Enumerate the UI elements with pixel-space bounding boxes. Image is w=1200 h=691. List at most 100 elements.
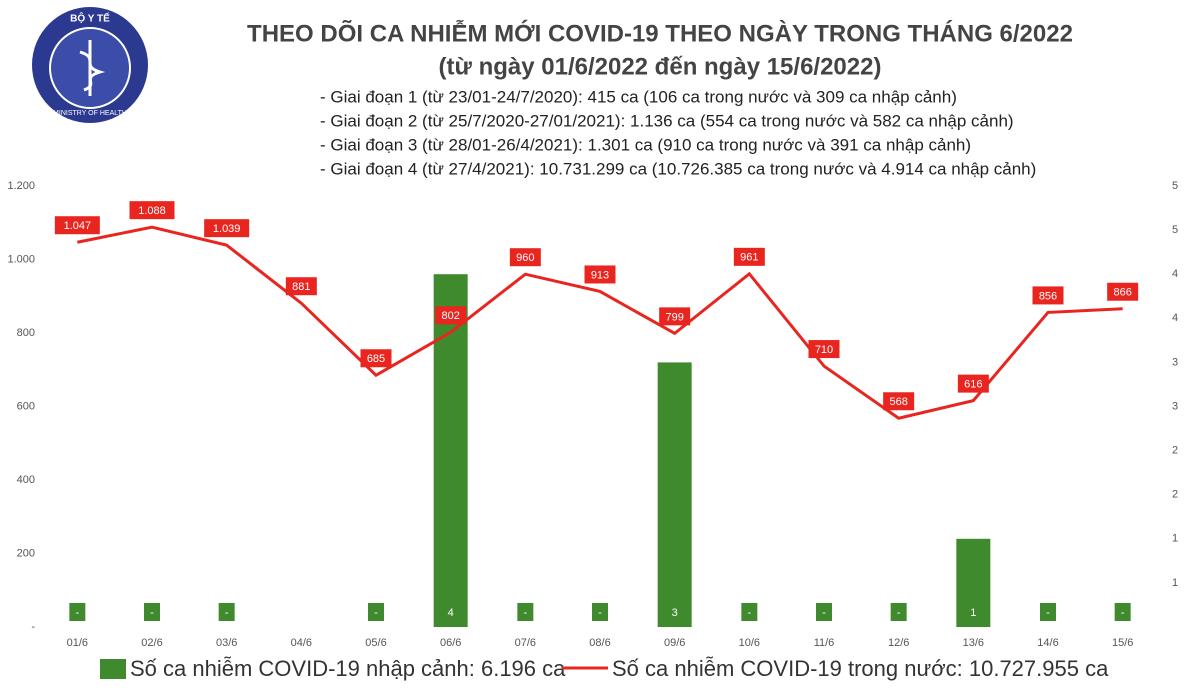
tick-label: 3 — [1172, 400, 1178, 412]
x-tick-label: 11/6 — [814, 637, 835, 649]
tick-label: - — [31, 621, 35, 633]
logo-symbol — [79, 40, 106, 96]
logo-top: BỘ Y TẾ — [70, 12, 110, 25]
bar-label: - — [150, 607, 154, 619]
bar-label: - — [75, 607, 79, 619]
line-label-box — [957, 374, 989, 393]
tick-label: 4 — [1172, 312, 1178, 324]
line-label: 881 — [292, 281, 310, 293]
legend-label: Số ca nhiễm COVID-19 nhập cảnh: 6.196 ca — [130, 656, 566, 681]
x-tick-label: 13/6 — [963, 637, 984, 649]
x-tick-label: 10/6 — [739, 637, 760, 649]
chart-title: THEO DÕI CA NHIỄM MỚI COVID-19 THEO NGÀY… — [247, 18, 1073, 47]
line-label: 799 — [665, 311, 683, 323]
x-tick-label: 01/6 — [67, 637, 88, 649]
line-label: 866 — [1113, 287, 1131, 299]
note: - Giai đoạn 4 (từ 27/4/2021): 10.731.299… — [320, 159, 1036, 178]
bar-label-box — [592, 603, 608, 621]
line-label-box — [509, 248, 541, 267]
x-tick-label: 05/6 — [365, 637, 386, 649]
line-label: 960 — [516, 252, 534, 264]
line-label: 802 — [441, 310, 459, 322]
bar-label: - — [822, 607, 826, 619]
logo: BỘ Y TẾ MINISTRY OF HEALTH — [32, 7, 148, 123]
line-label-box — [360, 349, 392, 368]
bar-label: - — [897, 607, 901, 619]
tick-label: 400 — [17, 474, 35, 486]
line-label-box — [204, 219, 250, 238]
bar-label: 1 — [970, 607, 976, 619]
x-tick-label: 02/6 — [141, 637, 162, 649]
x-tick-label: 12/6 — [888, 637, 909, 649]
line-label-box — [285, 277, 317, 296]
bar-label-box — [368, 603, 384, 621]
bar-label: - — [598, 607, 602, 619]
bar-label: - — [747, 607, 751, 619]
legend-swatch — [100, 659, 126, 679]
tick-label: 600 — [17, 400, 35, 412]
x-tick-label: 09/6 — [664, 637, 685, 649]
tick-label: 3 — [1172, 356, 1178, 368]
line-label-box — [129, 201, 175, 220]
line — [77, 225, 1123, 420]
line-label: 1.039 — [213, 223, 241, 235]
note: - Giai đoạn 2 (từ 25/7/2020-27/01/2021):… — [320, 111, 1014, 130]
tick-label: 1 — [1172, 533, 1178, 545]
bar-label: - — [1121, 607, 1125, 619]
bar-label-box — [517, 603, 534, 621]
bar-label-box — [442, 603, 459, 621]
line-label: 961 — [740, 252, 758, 264]
line-label: 568 — [889, 396, 907, 408]
x-tick-label: 03/6 — [216, 637, 237, 649]
bar-label: - — [225, 607, 229, 619]
chart-subtitle: (từ ngày 01/6/2022 đến ngày 15/6/2022) — [439, 53, 882, 80]
bar-label-box — [816, 603, 832, 621]
x-tick-label: 06/6 — [440, 637, 461, 649]
bar-label: 4 — [448, 607, 454, 619]
bar-label-box — [69, 603, 86, 621]
tick-label: 200 — [17, 547, 35, 559]
line-label-box — [808, 340, 840, 359]
bar-label-box — [1040, 603, 1056, 621]
line-label: 856 — [1039, 290, 1057, 302]
bar-label: - — [374, 607, 378, 619]
line-label: 616 — [964, 379, 982, 391]
line-label-box — [659, 307, 691, 326]
tick-label: 5 — [1172, 224, 1178, 236]
tick-label: 4 — [1172, 268, 1178, 280]
tick-label: 2 — [1172, 489, 1178, 501]
line-label-box — [1032, 286, 1064, 305]
tick-label: 1 — [1172, 577, 1178, 589]
bar-label: - — [1046, 607, 1050, 619]
bar — [657, 362, 692, 627]
bar-label-box — [666, 603, 683, 621]
tick-label: 800 — [17, 327, 35, 339]
line-label: 1.047 — [64, 220, 92, 232]
line-label-box — [435, 306, 467, 325]
tick-label: 2 — [1172, 445, 1178, 457]
line-label-box — [733, 247, 765, 266]
tick-label: 5 — [1172, 180, 1178, 192]
bar-label-box — [144, 603, 160, 621]
bar-label-box — [218, 603, 235, 621]
x-tick-label: 15/6 — [1112, 637, 1133, 649]
x-tick-label: 04/6 — [291, 637, 312, 649]
bar-label-box — [890, 603, 907, 621]
x-tick-label: 07/6 — [515, 637, 536, 649]
legend-label: Số ca nhiễm COVID-19 trong nước: 10.727.… — [612, 656, 1109, 681]
bar-label-box — [965, 603, 982, 621]
tick-label: 1.200 — [7, 180, 35, 192]
logo-bottom: MINISTRY OF HEALTH — [53, 110, 127, 117]
note: - Giai đoạn 3 (từ 28/01-26/4/2021): 1.30… — [320, 135, 971, 154]
line-label: 1.088 — [138, 205, 166, 217]
line-label: 710 — [815, 344, 833, 356]
bar-label-box — [741, 603, 758, 621]
line-label-box — [584, 265, 616, 284]
line-label: 685 — [367, 353, 385, 365]
bar — [433, 274, 468, 627]
line-label-box — [883, 392, 915, 411]
line-label: 913 — [591, 269, 609, 281]
line-label-box — [1107, 282, 1139, 301]
